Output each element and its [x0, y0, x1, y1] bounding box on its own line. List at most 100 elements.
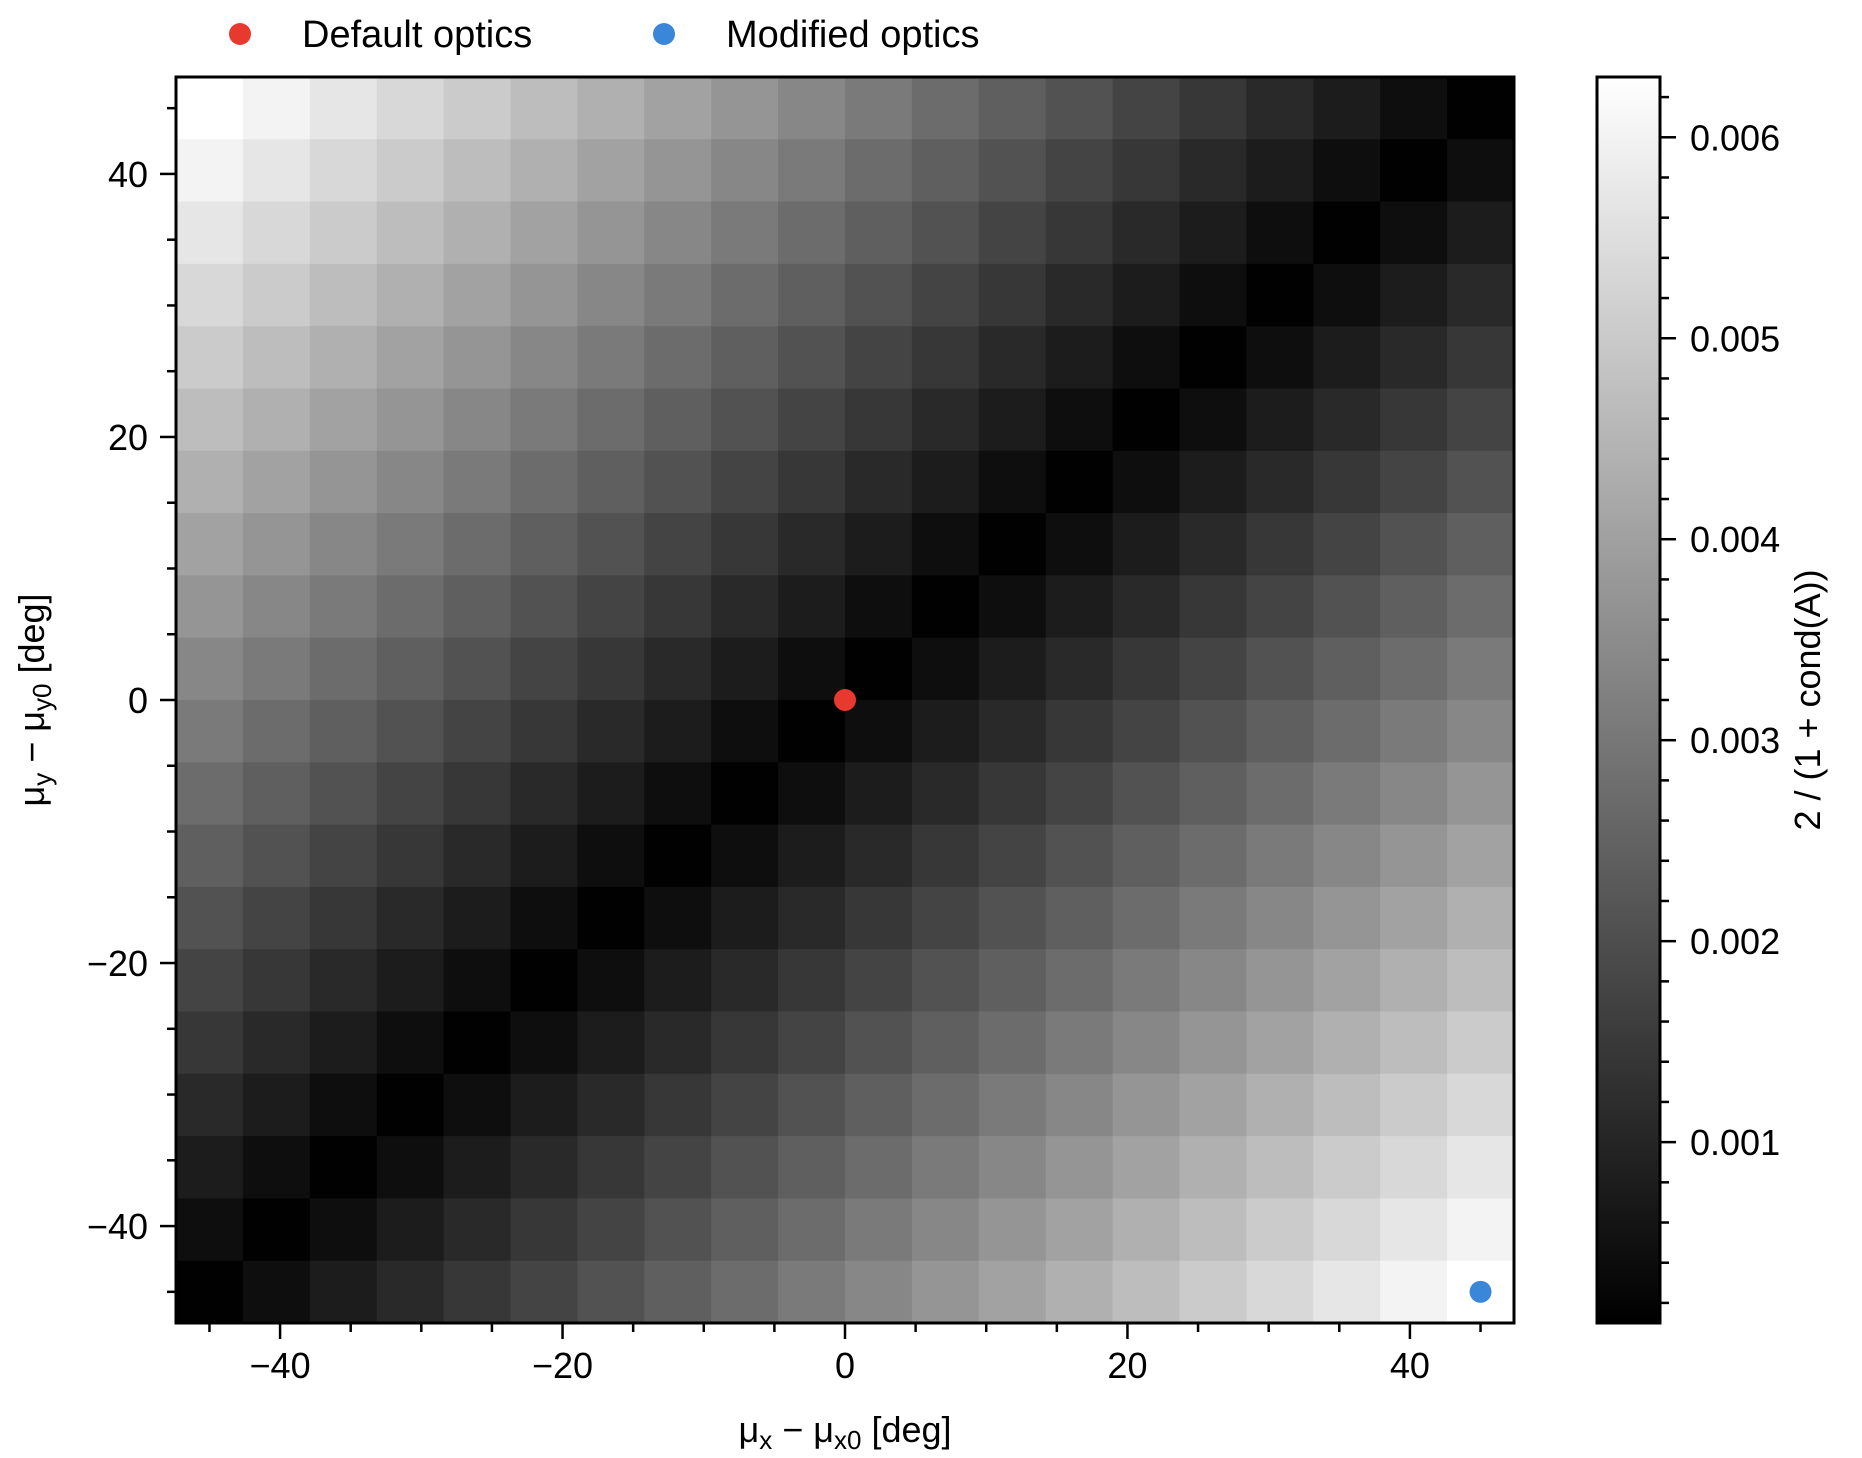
heatmap-cell — [443, 139, 512, 203]
heatmap-cell — [1045, 886, 1114, 950]
heatmap-cell — [510, 326, 578, 390]
heatmap-cell — [309, 637, 378, 701]
heatmap-cell — [845, 77, 913, 140]
heatmap-cell — [309, 77, 378, 140]
heatmap-cell — [1380, 1136, 1448, 1199]
heatmap-cell — [242, 513, 311, 576]
heatmap-cell — [376, 1198, 445, 1262]
heatmap-cell — [1045, 326, 1114, 390]
heatmap-cell — [845, 450, 913, 514]
heatmap-cell — [845, 886, 913, 950]
heatmap-cell — [1313, 201, 1381, 265]
point-marker — [834, 689, 856, 711]
heatmap-cell — [1112, 326, 1181, 390]
heatmap-cell — [176, 450, 244, 514]
heatmap-cell — [778, 1136, 846, 1199]
heatmap-cell — [978, 824, 1047, 888]
heatmap-cell — [845, 575, 913, 639]
heatmap-cell — [978, 513, 1047, 576]
heatmap-cell — [1112, 637, 1181, 701]
heatmap-cell — [443, 1198, 512, 1262]
heatmap-cell — [510, 1136, 578, 1199]
x-tick-label: 20 — [1107, 1345, 1147, 1386]
x-axis-label: μx − μx0 [deg] — [738, 1409, 951, 1455]
heatmap-cell — [176, 824, 244, 888]
heatmap-cell — [510, 700, 578, 763]
heatmap-cell — [1179, 77, 1247, 140]
x-tick-label: 40 — [1390, 1345, 1430, 1386]
heatmap-cell — [1447, 1073, 1515, 1137]
heatmap-cell — [911, 1073, 980, 1137]
heatmap-cell — [1179, 949, 1247, 1013]
heatmap-cell — [577, 1198, 645, 1262]
heatmap-cell — [242, 77, 311, 140]
heatmap-cell — [911, 575, 980, 639]
heatmap-cell — [1112, 1260, 1181, 1324]
heatmap-cell — [242, 1073, 311, 1137]
heatmap-cell — [1112, 700, 1181, 763]
heatmap-cells — [176, 77, 1515, 1324]
heatmap-cell — [176, 762, 244, 826]
heatmap-cell — [1112, 388, 1181, 452]
heatmap-cell — [443, 700, 512, 763]
heatmap-cell — [376, 1136, 445, 1199]
heatmap-cell — [510, 450, 578, 514]
heatmap-cell — [242, 139, 311, 203]
heatmap-cell — [1447, 575, 1515, 639]
heatmap-cell — [1313, 326, 1381, 390]
heatmap-cell — [577, 949, 645, 1013]
heatmap-cell — [1246, 1011, 1314, 1075]
heatmap-cell — [309, 263, 378, 327]
heatmap-cell — [1112, 77, 1181, 140]
heatmap-cell — [309, 824, 378, 888]
colorbar-tick-label: 0.005 — [1690, 318, 1780, 359]
heatmap-cell — [242, 637, 311, 701]
heatmap-cell — [1380, 824, 1448, 888]
heatmap-cell — [711, 139, 779, 203]
heatmap-cell — [577, 824, 645, 888]
heatmap-cell — [644, 762, 712, 826]
heatmap-cell — [778, 824, 846, 888]
heatmap-cell — [443, 388, 512, 452]
heatmap-cell — [1112, 762, 1181, 826]
heatmap-cell — [978, 762, 1047, 826]
heatmap-cell — [309, 326, 378, 390]
heatmap-cell — [443, 762, 512, 826]
heatmap-cell — [376, 326, 445, 390]
heatmap-cell — [845, 1198, 913, 1262]
heatmap-cell — [1447, 139, 1515, 203]
heatmap-cell — [911, 263, 980, 327]
heatmap-cell — [176, 886, 244, 950]
heatmap-cell — [845, 824, 913, 888]
heatmap-cell — [1179, 1198, 1247, 1262]
heatmap-cell — [1112, 886, 1181, 950]
heatmap-cell — [577, 575, 645, 639]
heatmap-cell — [1447, 263, 1515, 327]
heatmap-cell — [1313, 139, 1381, 203]
heatmap-cell — [1380, 886, 1448, 950]
heatmap-cell — [644, 513, 712, 576]
heatmap-cell — [376, 513, 445, 576]
heatmap-cell — [778, 139, 846, 203]
heatmap-cell — [1380, 201, 1448, 265]
heatmap-cell — [443, 1011, 512, 1075]
heatmap-cell — [309, 139, 378, 203]
heatmap-cell — [845, 201, 913, 265]
heatmap-cell — [577, 388, 645, 452]
x-axis-ticks: −40 −20 0 20 40 — [208, 1323, 1482, 1386]
heatmap-cell — [1179, 700, 1247, 763]
heatmap-cell — [577, 450, 645, 514]
heatmap-cell — [376, 1011, 445, 1075]
heatmap-cell — [577, 326, 645, 390]
heatmap-cell — [309, 700, 378, 763]
heatmap-cell — [711, 762, 779, 826]
heatmap-cell — [1447, 700, 1515, 763]
heatmap-cell — [443, 949, 512, 1013]
heatmap-cell — [1447, 824, 1515, 888]
heatmap-cell — [309, 450, 378, 514]
heatmap-cell — [1179, 450, 1247, 514]
colorbar-ticks: 0.001 0.002 0.003 0.004 0.005 0.006 — [1660, 95, 1780, 1305]
heatmap-cell — [1447, 77, 1515, 140]
heatmap-cell — [577, 1136, 645, 1199]
heatmap-cell — [242, 388, 311, 452]
